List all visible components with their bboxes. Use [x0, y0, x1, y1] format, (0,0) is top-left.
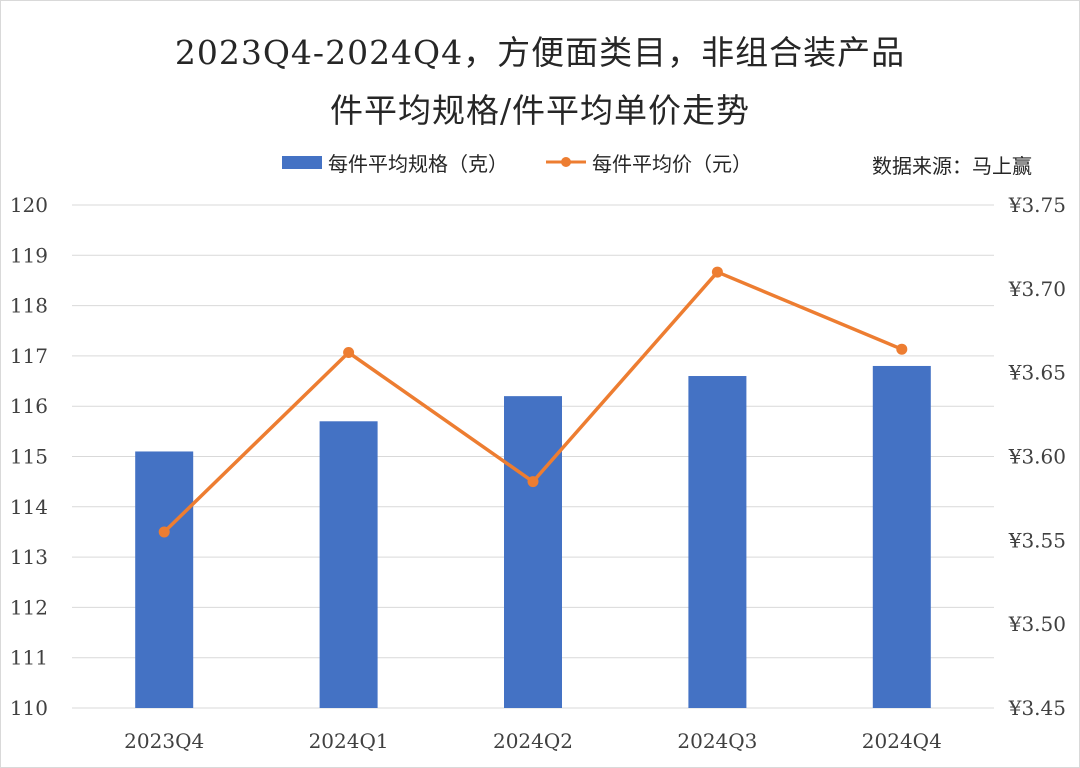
bar [688, 376, 747, 708]
price-point [711, 266, 723, 278]
y-right-tick-label: ¥3.75 [1008, 193, 1066, 217]
y-left-tick-label: 111 [10, 646, 48, 670]
x-category-label: 2024Q1 [309, 729, 389, 753]
y-right-tick-label: ¥3.70 [1008, 277, 1066, 301]
legend-line-label: 每件平均价（元） [592, 151, 752, 176]
x-category-label: 2024Q2 [493, 729, 573, 753]
y-left-tick-label: 110 [10, 696, 48, 720]
y-left-tick-label: 112 [10, 595, 48, 619]
y-left-tick-label: 118 [10, 294, 48, 318]
x-category-label: 2023Q4 [124, 729, 204, 753]
legend-bar-swatch [282, 155, 322, 169]
y-left-tick-label: 113 [10, 545, 48, 569]
price-point [158, 526, 170, 538]
y-right-tick-label: ¥3.50 [1008, 612, 1066, 636]
y-right-tick-label: ¥3.65 [1008, 361, 1066, 385]
y-right-tick-label: ¥3.55 [1008, 528, 1066, 552]
y-left-tick-label: 119 [10, 243, 48, 267]
chart-legend: 每件平均规格（克） 每件平均价（元） [282, 148, 790, 177]
legend-bar-label: 每件平均规格（克） [328, 151, 508, 176]
source-note: 数据来源：马上赢 [872, 154, 1032, 178]
bar [319, 421, 378, 708]
y-left-tick-label: 117 [10, 344, 48, 368]
y-left-tick-label: 114 [10, 495, 48, 519]
y-left-tick-label: 120 [10, 193, 48, 217]
y-left-tick-label: 115 [10, 445, 48, 469]
bar [504, 396, 562, 708]
x-category-label: 2024Q3 [677, 729, 757, 753]
y-left-tick-label: 116 [10, 394, 48, 418]
price-point [896, 343, 908, 355]
price-point [527, 476, 539, 488]
bar [135, 451, 194, 708]
chart-title-line-2: 件平均规格/件平均单价走势 [329, 91, 751, 130]
legend-line-swatch [546, 157, 586, 167]
price-point [343, 347, 355, 359]
bar [872, 365, 931, 708]
legend-item-line: 每件平均价（元） [546, 148, 752, 177]
legend-item-bar: 每件平均规格（克） [282, 148, 508, 177]
x-category-label: 2024Q4 [862, 729, 942, 753]
y-right-tick-label: ¥3.45 [1008, 696, 1066, 720]
chart-title-line-1: 2023Q4-2024Q4，方便面类目，非组合装产品 [174, 33, 906, 72]
y-right-tick-label: ¥3.60 [1008, 445, 1066, 469]
